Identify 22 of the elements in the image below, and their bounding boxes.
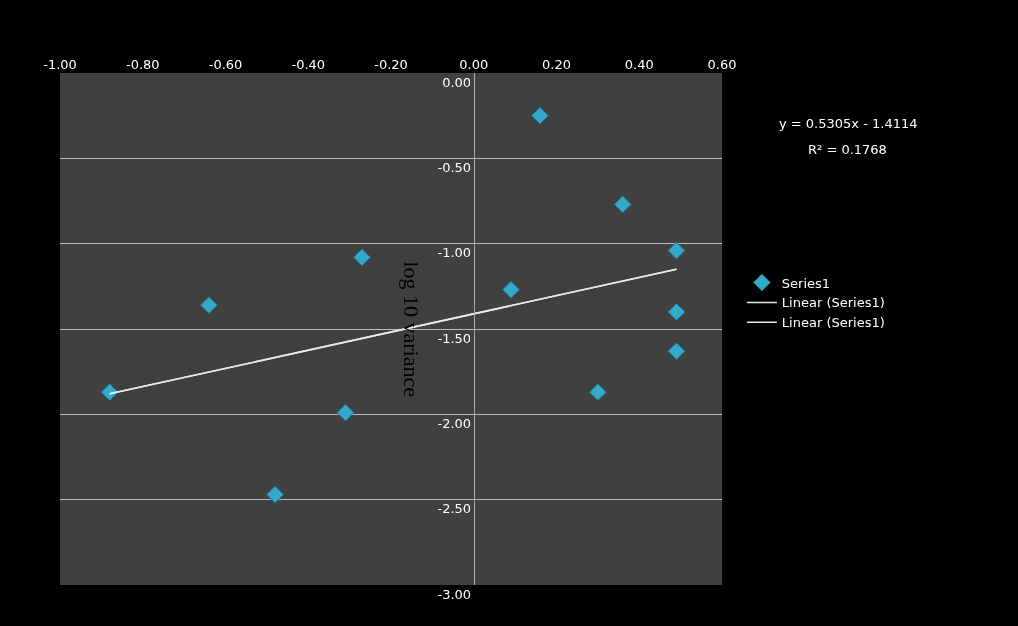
- y-tick-label: -2.00: [437, 415, 472, 431]
- x-tick-label: -0.80: [125, 57, 160, 73]
- x-tick-label: -0.40: [291, 57, 326, 73]
- text: y = 0.5305x - 1.4114: [779, 116, 918, 131]
- x-tick-label: -0.60: [208, 57, 243, 73]
- x-tick-label: 0.20: [542, 57, 571, 73]
- legend-label: Linear (Series1): [781, 315, 885, 331]
- x-tick-label: -0.20: [374, 57, 408, 73]
- legend-label: Series1: [781, 275, 831, 291]
- y-tick-label: -3.00: [437, 586, 472, 602]
- text: R² = 0.1768: [808, 142, 887, 157]
- x-tick-label: 0.00: [459, 57, 489, 73]
- y-tick-label: 0.00: [442, 74, 472, 90]
- x-tick-label: -1.00: [43, 57, 77, 73]
- x-tick-label: 0.60: [707, 57, 737, 73]
- y-axis-title: log 10 variance: [398, 261, 424, 397]
- legend-label: Linear (Series1): [781, 295, 885, 311]
- y-tick-label: -1.00: [437, 245, 472, 261]
- y-tick-label: -1.50: [437, 330, 472, 346]
- y-tick-label: -0.50: [437, 159, 472, 175]
- x-tick-label: 0.40: [624, 57, 654, 73]
- y-tick-label: -2.50: [437, 501, 472, 517]
